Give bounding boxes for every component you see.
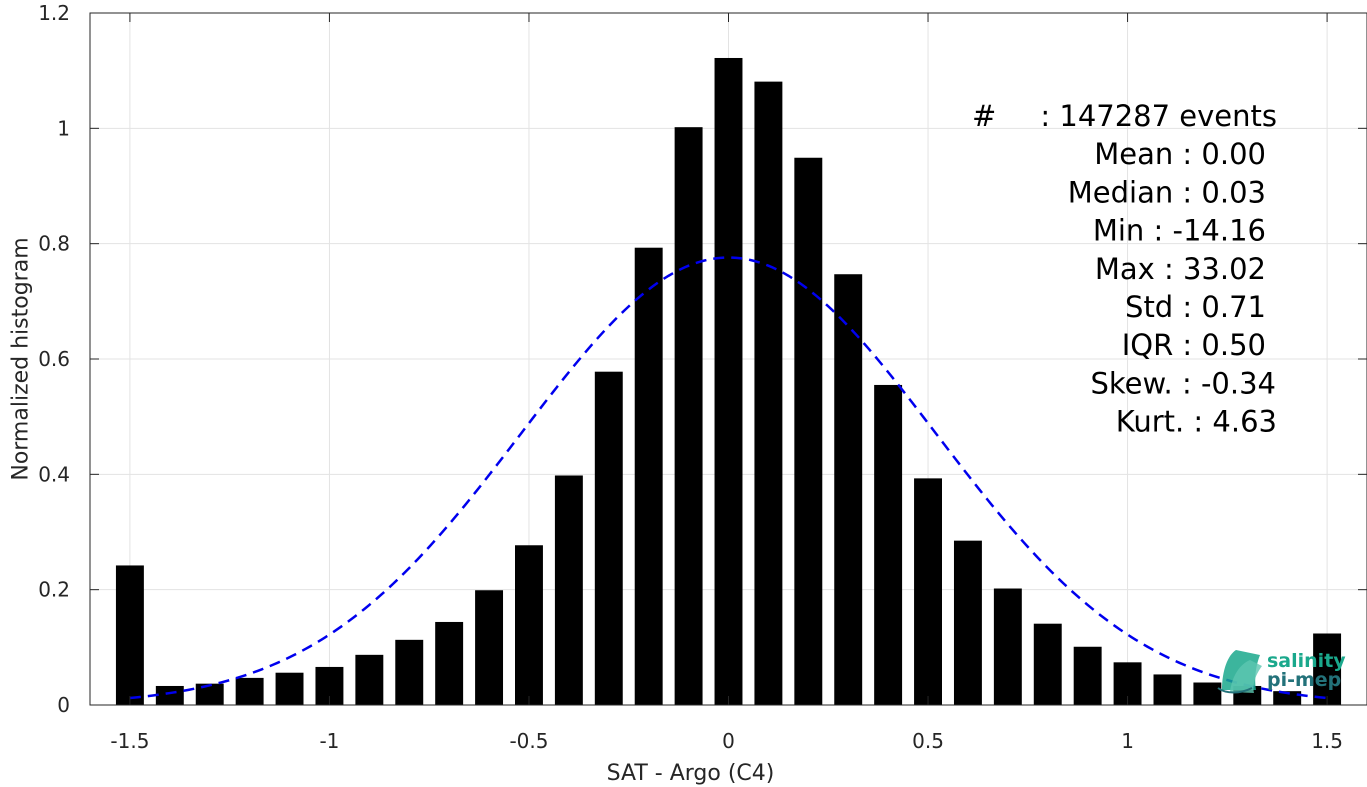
histogram-bar: [914, 478, 942, 705]
histogram-bar: [1033, 623, 1062, 705]
histogram-bar: [475, 590, 504, 705]
histogram-bar: [1313, 633, 1342, 705]
stat-line: Max : 33.02: [1095, 252, 1266, 286]
y-tick-label: 1: [57, 116, 70, 140]
histogram-bar: [674, 127, 703, 706]
y-tick-label: 0.2: [38, 578, 70, 602]
y-tick-label: 0.8: [38, 232, 70, 256]
histogram-bar: [714, 57, 743, 706]
statistics-annotation: # : 147287 events Mean : 0.00 Median : 0.03…: [972, 99, 1277, 439]
histogram-bar: [355, 654, 384, 705]
y-tick-label: 1.2: [38, 1, 70, 25]
histogram-bar: [874, 384, 903, 705]
histogram-bar: [1073, 646, 1102, 705]
x-tick-label: -0.5: [509, 729, 548, 753]
histogram-bar: [634, 247, 663, 705]
histogram-bar: [515, 545, 543, 705]
histogram-bar: [554, 475, 583, 705]
ticks: [90, 12, 1367, 706]
histogram-bar: [395, 639, 424, 705]
histogram-bar: [754, 81, 783, 705]
stat-line: Median : 0.03: [1068, 175, 1266, 209]
histogram-bar: [435, 621, 464, 705]
histogram-bar: [834, 274, 863, 705]
stat-line: Kurt. : 4.63: [1116, 405, 1277, 439]
stat-line: IQR : 0.50: [1122, 328, 1266, 362]
x-tick-label: -1.5: [110, 729, 149, 753]
stat-line: Std : 0.71: [1125, 290, 1266, 324]
logo-text-line1: salinity: [1267, 650, 1346, 672]
histogram-bar: [1153, 674, 1182, 705]
stat-line: Skew. : -0.34: [1090, 366, 1276, 400]
histogram-bar: [1193, 682, 1222, 705]
tick-labels: -1.5 -1 -0.5 0 0.5 1 1.5 0 0.2 0.4 0.6 0.8 1 1.2: [38, 1, 1343, 753]
stat-value: : 147287 events: [1040, 99, 1277, 133]
salinity-pimep-logo: salinity pi-mep: [1217, 650, 1346, 694]
x-tick-label: 0: [722, 729, 735, 753]
stat-label: #: [972, 99, 996, 133]
histogram-bar: [155, 685, 184, 705]
wave-logo-icon: [1217, 650, 1262, 694]
bars: [115, 57, 1342, 706]
histogram-bar: [235, 677, 264, 705]
histogram-bar: [1273, 691, 1302, 705]
x-axis-label: SAT - Argo (C4): [607, 761, 775, 786]
stat-line: Min : -14.16: [1093, 214, 1266, 248]
histogram-bar: [953, 540, 982, 705]
x-tick-label: 0.5: [912, 729, 944, 753]
histogram-bar: [115, 565, 144, 705]
stat-line: Mean : 0.00: [1094, 137, 1266, 171]
histogram-bar: [195, 683, 224, 705]
x-tick-label: -1: [319, 729, 339, 753]
histogram-bar: [594, 371, 623, 705]
x-tick-label: 1: [1121, 729, 1134, 753]
y-tick-label: 0.6: [38, 347, 70, 371]
logo-text-line2: pi-mep: [1267, 669, 1341, 691]
x-tick-label: 1.5: [1311, 729, 1343, 753]
y-tick-label: 0: [57, 693, 70, 717]
histogram-bar: [794, 157, 823, 705]
histogram-bar: [275, 672, 304, 705]
y-tick-label: 0.4: [38, 462, 70, 486]
y-axis-label: Normalized histogram: [9, 237, 34, 480]
histogram-bar: [993, 588, 1022, 705]
